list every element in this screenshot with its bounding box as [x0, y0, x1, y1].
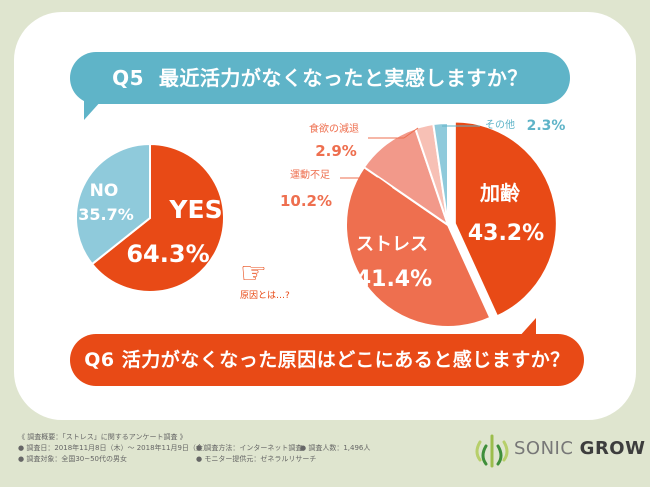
q6-label-other: その他 [485, 118, 515, 131]
pointing-hand-icon: ☞ [240, 256, 267, 291]
q5-question: 最近活力がなくなったと実感しますか？ [158, 66, 528, 90]
q5-pie-yes-slice [90, 142, 225, 293]
q5-bubble: Q5 最近活力がなくなったと実感しますか？ [70, 52, 570, 104]
q6-value-stress: 41.4% [356, 267, 432, 292]
q6-value-appetite: 2.9% [315, 142, 357, 160]
q6-label-exercise: 運動不足 [290, 168, 330, 181]
logo-brand-bold: GROW [579, 438, 646, 459]
q6-bubble-tail [518, 318, 536, 338]
logo-brand-light: SONIC [514, 438, 580, 459]
q5-bubble-tail [84, 100, 102, 120]
q6-label: Q6 [84, 349, 115, 371]
q6-question: 活力がなくなった原因はどこにあると感じますか？ [121, 349, 570, 371]
q5-pie-yes-label: YES [168, 195, 222, 224]
cause-prompt: 原因とは…? [240, 291, 290, 301]
q5-pie-no-label: NO [90, 181, 119, 201]
q6-value-aging: 43.2% [468, 221, 544, 246]
q6-value-exercise: 10.2% [280, 192, 332, 210]
footer-provider: ● モニター提供元：ゼネラルリサーチ [196, 455, 317, 463]
q5-pie-no-slice [75, 142, 151, 266]
q6-pie-slice-1 [345, 165, 492, 328]
footer-date: ● 調査日：2018年11月8日（木）～ 2018年11月9日（金） [18, 444, 210, 452]
q6-bubble: Q6 活力がなくなった原因はどこにあると感じますか？ [70, 334, 584, 386]
footer-count: ● 調査人数：1,496人 [300, 444, 371, 452]
q6-label-stress: ストレス [356, 234, 428, 255]
q6-leader-appetite-2 [403, 127, 419, 139]
q5-pie-yes-value: 64.3% [126, 240, 209, 268]
sprout-logo-icon [475, 434, 509, 468]
q6-pie-slice-4 [432, 121, 449, 226]
footer-method: ● 調査方法：インターネット調査 [196, 444, 303, 452]
q6-value-other: 2.3% [527, 118, 566, 134]
footer-target: ● 調査対象：全国30~50代の男女 [18, 455, 128, 463]
q6-label-aging: 加齢 [479, 181, 521, 205]
survey-footer: 《 調査概要：「ストレス」に関するアンケート調査 》 ● 調査日：2018年11… [18, 432, 458, 478]
q5-label: Q5 [112, 66, 144, 90]
sonic-grow-logo: SONIC GROW [466, 428, 645, 468]
q6-leader-exercise-2 [377, 177, 393, 189]
q6-pie-slice-0 [453, 120, 558, 318]
footer-heading: 《 調査概要：「ストレス」に関するアンケート調査 》 [18, 433, 187, 441]
q5-pie-no-value: 35.7% [78, 205, 134, 224]
q6-label-appetite: 食欲の減退 [309, 122, 359, 135]
